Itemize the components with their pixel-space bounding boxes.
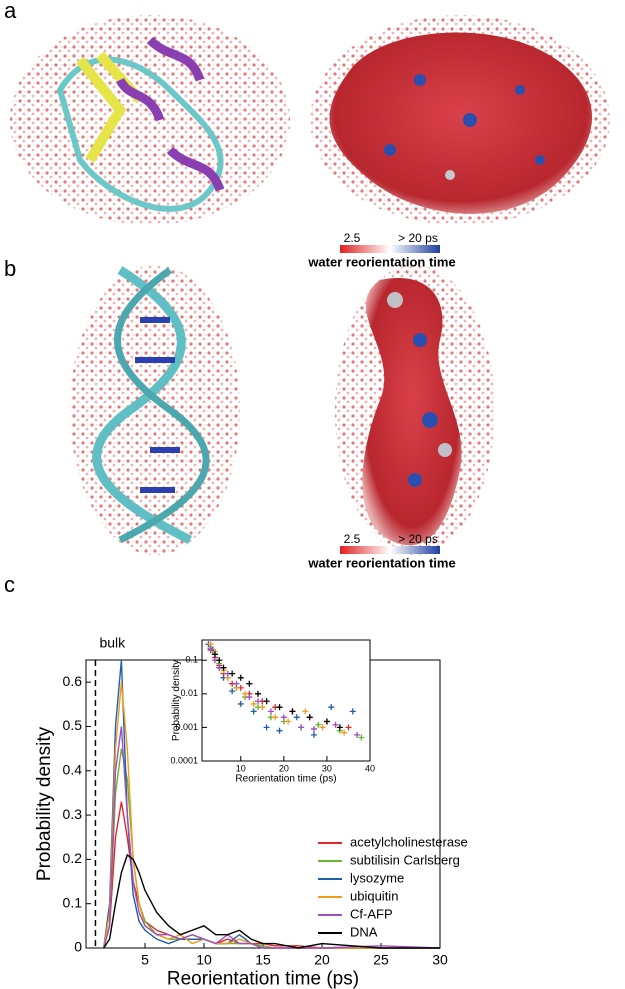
point bbox=[237, 674, 244, 681]
point bbox=[250, 700, 257, 707]
x-tick-label: 20 bbox=[314, 951, 330, 967]
panel-label: a bbox=[4, 0, 17, 23]
y-tick-label: 0.3 bbox=[63, 806, 83, 822]
colorbar-title: water reorientation time bbox=[307, 555, 455, 570]
point bbox=[246, 680, 253, 687]
y-tick-label: 0.001 bbox=[175, 722, 198, 732]
point bbox=[315, 721, 322, 728]
x-tick-label: 10 bbox=[196, 951, 212, 967]
x-tick-label: 5 bbox=[141, 951, 149, 967]
annotation: bulk bbox=[99, 635, 126, 651]
colorbar-max: > 20 ps bbox=[398, 532, 438, 546]
point bbox=[255, 698, 261, 705]
point bbox=[276, 704, 283, 711]
legend-label: subtilisin Carlsberg bbox=[350, 852, 460, 867]
point bbox=[263, 698, 270, 705]
legend-label: ubiquitin bbox=[350, 888, 398, 903]
point bbox=[229, 670, 236, 677]
x-axis-label: Reorientation time (ps) bbox=[167, 969, 359, 989]
y-tick-label: 0.1 bbox=[63, 894, 83, 910]
x-tick-label: 15 bbox=[255, 951, 271, 967]
point bbox=[323, 718, 330, 725]
surface-illustration bbox=[310, 15, 610, 225]
point bbox=[237, 700, 244, 707]
x-axis-label: Reorientation time (ps) bbox=[235, 774, 336, 785]
y-tick-label: 0.5 bbox=[63, 717, 83, 733]
colorbar-min: 2.5 bbox=[344, 532, 361, 546]
point bbox=[341, 729, 348, 736]
x-tick-label: 10 bbox=[236, 763, 246, 773]
x-tick-label: 25 bbox=[373, 951, 389, 967]
legend-label: acetylcholinesterase bbox=[350, 834, 468, 849]
point bbox=[280, 714, 287, 721]
dna-surface-illustration bbox=[335, 265, 495, 555]
colorbar bbox=[340, 245, 440, 253]
point bbox=[336, 724, 343, 731]
series-line bbox=[103, 853, 440, 949]
point bbox=[328, 704, 335, 711]
point bbox=[285, 718, 292, 725]
point bbox=[216, 657, 223, 664]
x-tick-label: 30 bbox=[432, 951, 448, 967]
y-tick-label: 0.4 bbox=[63, 761, 83, 777]
point bbox=[246, 694, 253, 701]
point bbox=[250, 708, 257, 715]
y-tick-label: 0.1 bbox=[185, 655, 198, 665]
y-tick-label: 0.0001 bbox=[170, 755, 198, 765]
point bbox=[289, 708, 296, 715]
point bbox=[302, 708, 309, 715]
point bbox=[311, 731, 317, 738]
point bbox=[332, 721, 339, 728]
point bbox=[267, 708, 274, 715]
point bbox=[354, 731, 361, 738]
point bbox=[263, 724, 270, 731]
point bbox=[220, 664, 227, 671]
series-line bbox=[103, 726, 441, 949]
panel-label: b bbox=[4, 256, 16, 281]
point bbox=[207, 645, 214, 652]
point bbox=[319, 724, 326, 731]
point bbox=[272, 714, 279, 721]
x-tick-label: 20 bbox=[279, 763, 289, 773]
legend-label: lysozyme bbox=[350, 870, 404, 885]
y-axis-label: Probability density bbox=[171, 660, 182, 741]
point bbox=[242, 690, 249, 697]
point bbox=[306, 714, 313, 721]
x-tick-label: 40 bbox=[365, 763, 375, 773]
panel-label: c bbox=[4, 572, 15, 597]
point bbox=[345, 724, 352, 731]
point bbox=[311, 725, 317, 732]
y-tick-label: 0.2 bbox=[63, 850, 83, 866]
colorbar-min: 2.5 bbox=[344, 231, 361, 245]
point bbox=[259, 704, 266, 711]
point bbox=[293, 714, 300, 721]
x-tick-label: 30 bbox=[322, 763, 332, 773]
point bbox=[349, 708, 356, 715]
y-tick-label: 0.01 bbox=[180, 688, 198, 698]
colorbar bbox=[340, 546, 440, 554]
point bbox=[358, 734, 365, 741]
protein-illustration bbox=[10, 15, 290, 225]
point bbox=[229, 688, 236, 695]
legend-label: DNA bbox=[350, 924, 378, 939]
legend-label: Cf-AFP bbox=[350, 906, 393, 921]
y-tick-label: 0 bbox=[74, 939, 82, 955]
y-axis-label: Probability density bbox=[34, 726, 55, 881]
colorbar-max: > 20 ps bbox=[398, 231, 438, 245]
y-tick-label: 0.6 bbox=[63, 673, 83, 689]
dna-illustration bbox=[70, 265, 240, 555]
point bbox=[276, 727, 283, 734]
point bbox=[211, 651, 218, 658]
point bbox=[255, 690, 261, 697]
point bbox=[298, 724, 305, 731]
colorbar-title: water reorientation time bbox=[307, 254, 455, 269]
plot-frame bbox=[201, 639, 371, 762]
point bbox=[233, 680, 240, 687]
